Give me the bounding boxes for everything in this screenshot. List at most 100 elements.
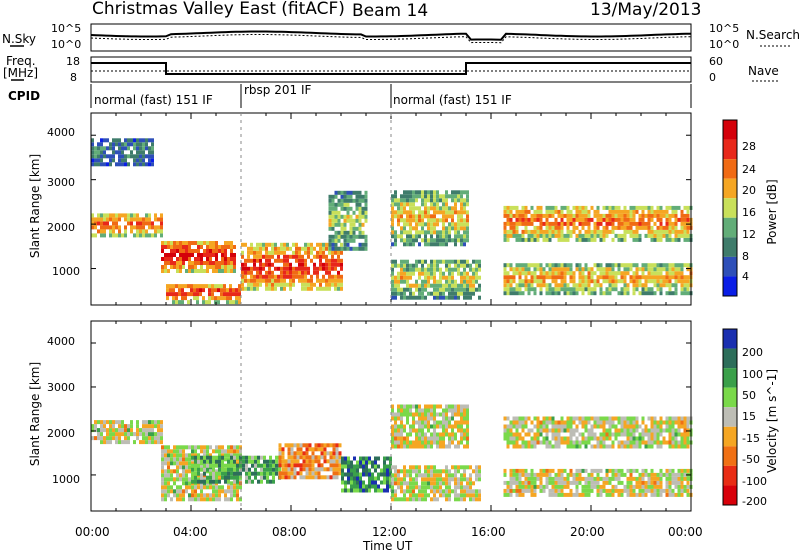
heatmap-cell <box>448 404 451 409</box>
heatmap-cell <box>602 484 606 489</box>
heatmap-cell <box>596 492 600 497</box>
heatmap-cell <box>451 190 454 195</box>
heatmap-cell <box>647 229 651 234</box>
heatmap-cell <box>247 278 250 283</box>
heatmap-cell <box>611 279 615 284</box>
heatmap-cell <box>433 271 436 276</box>
heatmap-cell <box>127 146 130 151</box>
heatmap-cell <box>448 432 451 437</box>
heatmap-cell <box>506 221 510 226</box>
heatmap-cell <box>545 209 549 214</box>
heatmap-cell <box>445 202 448 207</box>
heatmap-cell <box>578 267 582 272</box>
heatmap-cell <box>271 242 274 247</box>
heatmap-cell <box>515 283 519 288</box>
heatmap-cell <box>317 455 321 460</box>
heatmap-cell <box>671 424 675 429</box>
heatmap-cell <box>463 412 466 417</box>
heatmap-cell <box>581 484 585 489</box>
heatmap-cell <box>361 222 365 227</box>
heatmap-cell <box>245 471 248 476</box>
heatmap-cell <box>359 484 362 489</box>
heatmap-cell <box>188 265 191 269</box>
heatmap-cell <box>527 484 531 489</box>
heatmap-cell <box>371 464 374 469</box>
heatmap-cell <box>421 440 424 445</box>
heatmap-cell <box>551 275 555 280</box>
heatmap-cell <box>424 432 427 437</box>
heatmap-cell <box>466 465 469 470</box>
heatmap-cell <box>554 263 558 268</box>
heatmap-cell <box>463 259 466 264</box>
heatmap-cell <box>412 210 415 215</box>
heatmap-cell <box>587 420 591 425</box>
heatmap-cell <box>97 432 100 437</box>
heatmap-cell <box>665 217 669 222</box>
heatmap-cell <box>515 221 519 226</box>
colorbar-swatch <box>723 426 737 447</box>
heatmap-cell <box>427 242 430 247</box>
heatmap-cell <box>668 440 672 445</box>
heatmap-cell <box>680 267 684 272</box>
heatmap-cell <box>380 488 383 493</box>
heatmap-cell <box>139 142 142 147</box>
heatmap-cell <box>617 271 621 276</box>
heatmap-cell <box>674 484 678 489</box>
heatmap-cell <box>221 445 224 450</box>
heatmap-cell <box>629 492 633 497</box>
heatmap-cell <box>106 428 109 433</box>
heatmap-cell <box>518 213 522 218</box>
heatmap-cell <box>451 238 454 243</box>
heatmap-cell <box>451 436 454 441</box>
heatmap-cell <box>578 221 582 226</box>
heatmap-cell <box>626 468 630 473</box>
heatmap-cell <box>629 476 633 481</box>
heatmap-cell <box>311 463 315 468</box>
heatmap-cell <box>572 225 576 230</box>
heatmap-cell <box>560 424 564 429</box>
heatmap-cell <box>418 275 421 280</box>
heatmap-cell <box>91 146 94 151</box>
heatmap-cell <box>575 468 579 473</box>
heatmap-cell <box>358 218 362 223</box>
heatmap-cell <box>662 263 666 268</box>
heatmap-cell <box>578 263 582 268</box>
heatmap-cell <box>466 238 469 243</box>
heatmap-cell <box>551 205 555 210</box>
heatmap-cell <box>182 265 185 269</box>
heatmap-cell <box>527 233 531 238</box>
heatmap-cell <box>593 416 597 421</box>
heatmap-cell <box>355 226 359 231</box>
heatmap-cell <box>509 229 513 234</box>
heatmap-cell <box>136 233 139 238</box>
heatmap-cell <box>469 473 472 478</box>
heatmap-cell <box>472 469 475 474</box>
heatmap-cell <box>575 436 579 441</box>
heatmap-cell <box>109 420 112 425</box>
heatmap-cell <box>206 261 209 265</box>
heatmap-cell <box>403 210 406 215</box>
heatmap-cell <box>194 261 197 265</box>
heatmap-cell <box>551 221 555 226</box>
heatmap-cell <box>245 475 248 480</box>
heatmap-cell <box>136 225 139 230</box>
heatmap-cell <box>530 263 534 268</box>
heatmap-cell <box>605 480 609 485</box>
heatmap-cell <box>148 162 151 167</box>
heatmap-cell <box>230 463 233 468</box>
heatmap-cell <box>305 455 309 460</box>
heatmap-cell <box>662 209 666 214</box>
heatmap-cell <box>584 275 588 280</box>
heatmap-cell <box>647 291 651 296</box>
heatmap-cell <box>581 476 585 481</box>
heatmap-cell <box>596 267 600 272</box>
heatmap-cell <box>241 250 244 255</box>
heatmap-cell <box>215 489 218 494</box>
heatmap-cell <box>277 278 280 283</box>
heatmap-cell <box>301 278 304 283</box>
heatmap-cell <box>421 424 424 429</box>
heatmap-cell <box>377 476 380 481</box>
heatmap-cell <box>338 451 342 456</box>
heatmap-cell <box>551 432 555 437</box>
heatmap-cell <box>635 209 639 214</box>
